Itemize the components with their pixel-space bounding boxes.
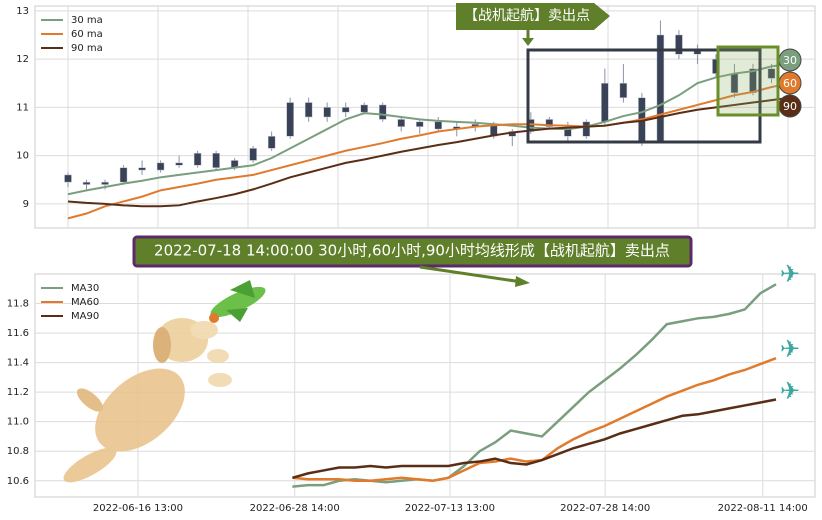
x-tick-label: 2022-06-28 14:00	[250, 503, 340, 514]
y-tick-label: 11	[16, 102, 29, 113]
candle-body	[323, 107, 331, 118]
plane-illustration	[209, 280, 266, 323]
candle-body	[286, 102, 294, 137]
y-tick-label: 11.8	[7, 299, 29, 310]
legend-label: MA30	[71, 283, 99, 294]
highlight-box	[526, 48, 762, 144]
candle-body	[415, 121, 424, 127]
arrow-head	[515, 276, 530, 287]
candle-body	[434, 121, 443, 130]
ma-line	[67, 96, 791, 208]
end-badge-label: 90	[783, 100, 797, 113]
y-tick-label: 10.8	[7, 446, 29, 457]
candle-body	[619, 82, 628, 98]
legend-label: 90 ma	[71, 43, 103, 54]
plane-icons: ✈ ✈ ✈	[780, 260, 800, 405]
arrow	[419, 265, 523, 284]
y-tick-label: 11.6	[7, 328, 29, 339]
candle-body	[249, 148, 257, 161]
svg-text:✈: ✈	[780, 377, 800, 405]
candle-body	[601, 82, 609, 123]
y-tick-label: 13	[16, 6, 29, 17]
plot-layer: 9 10 11 12 13 30 60 90 30 ma 60 ma 90 ma 2022-06-16…	[7, 6, 815, 514]
y-tick-label: 11.2	[7, 387, 29, 398]
annotation: 【战机起航】卖出点	[464, 8, 590, 24]
legend-label: 60 ma	[71, 29, 103, 40]
x-tick-label: 2022-07-13 13:00	[405, 503, 495, 514]
candle-body	[378, 104, 387, 120]
x-tick-label: 2022-08-11 14:00	[718, 503, 808, 514]
candle-body	[175, 162, 183, 166]
x-tick-label: 2022-06-16 13:00	[93, 503, 183, 514]
arrow-head	[522, 38, 534, 46]
candle-body	[82, 181, 91, 185]
svg-text:✈: ✈	[780, 260, 800, 288]
candle-body	[397, 119, 405, 127]
dog-illustration	[63, 318, 232, 483]
highlight-box	[716, 45, 780, 117]
y-tick-label: 10	[16, 151, 29, 162]
candle-body	[341, 107, 350, 113]
candle-body	[767, 68, 776, 79]
y-tick-label: 12	[16, 54, 29, 65]
banner-text: 2022-07-18 14:00:00 30小时,60小时,90小时均线形成【战…	[154, 242, 670, 260]
ma-line	[67, 62, 791, 196]
candle-body	[304, 102, 313, 118]
candle-body	[138, 167, 146, 171]
candle-body	[64, 174, 72, 183]
ma-line	[67, 82, 791, 220]
ma-line	[292, 357, 777, 483]
legend-label: MA60	[71, 297, 99, 308]
y-tick-label: 11.0	[7, 417, 29, 428]
y-tick-label: 9	[23, 199, 29, 210]
legend-label: MA90	[71, 311, 99, 322]
candle-body	[582, 121, 591, 137]
candle-body	[212, 152, 220, 168]
svg-text:✈: ✈	[780, 335, 800, 363]
banner	[132, 235, 693, 268]
candle-body	[193, 152, 202, 166]
end-badge-label: 60	[783, 77, 797, 90]
candle-body	[360, 104, 368, 113]
candle-body	[101, 181, 109, 185]
x-tick-label: 2022-07-28 14:00	[560, 503, 650, 514]
candle-body	[119, 167, 128, 183]
legend-label: 30 ma	[71, 15, 103, 26]
ma-line	[292, 398, 777, 480]
end-badge-label: 30	[783, 54, 797, 67]
y-tick-label: 10.6	[7, 476, 29, 487]
y-tick-label: 11.4	[7, 358, 29, 369]
top-frame	[34, 5, 816, 229]
candle-body	[156, 162, 165, 171]
candle-body	[267, 136, 276, 149]
bottom-frame	[34, 273, 816, 498]
candle-body	[545, 119, 554, 127]
candle-body	[675, 34, 683, 55]
annotation-box	[456, 3, 610, 30]
